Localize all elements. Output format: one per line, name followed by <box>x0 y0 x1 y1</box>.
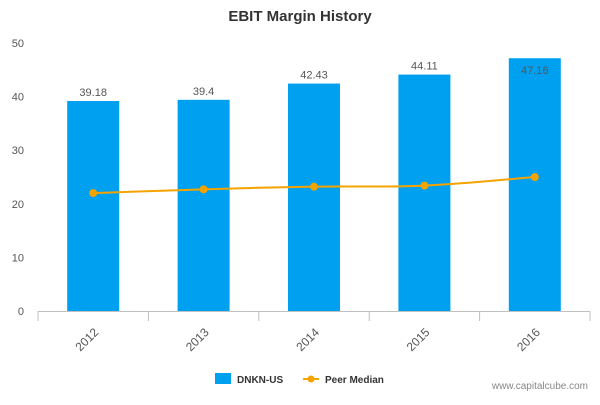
watermark: www.capitalcube.com <box>491 381 588 392</box>
bar-2012 <box>67 100 120 311</box>
peer-median-point-2014 <box>310 182 318 191</box>
y-tick-label: 30 <box>12 145 24 157</box>
bar-value-label: 47.16 <box>521 65 549 77</box>
bar-2016 <box>508 58 561 312</box>
peer-median-point-2012 <box>89 189 98 198</box>
x-tick-label: 2016 <box>514 325 543 354</box>
bar-2014 <box>288 83 340 312</box>
y-tick-label: 0 <box>18 306 24 318</box>
peer-median-point-2015 <box>420 181 429 190</box>
legend-label-line: Peer Median <box>325 375 384 386</box>
x-tick-label: 2015 <box>404 325 433 354</box>
bar-value-label: 39.4 <box>193 86 214 98</box>
y-tick-label: 20 <box>12 199 24 211</box>
bar-2015 <box>398 74 451 311</box>
x-tick-label: 2012 <box>73 325 102 354</box>
x-tick-label: 2014 <box>293 325 322 354</box>
peer-median-point-2013 <box>199 185 208 194</box>
bar-value-label: 42.43 <box>300 70 328 82</box>
x-tick-label: 2013 <box>183 325 212 354</box>
chart-title: EBIT Margin History <box>228 8 372 25</box>
legend-swatch-marker <box>307 375 315 383</box>
bar-value-label: 39.18 <box>79 87 107 99</box>
bar-2013 <box>177 99 230 311</box>
legend-swatch-bar <box>215 373 231 384</box>
y-tick-label: 50 <box>12 38 24 50</box>
peer-median-point-2016 <box>530 173 539 181</box>
legend-label-bar: DNKN-US <box>237 375 283 386</box>
bar-value-label: 44.11 <box>411 61 438 73</box>
y-tick-label: 10 <box>12 252 24 264</box>
y-tick-label: 40 <box>12 92 24 104</box>
